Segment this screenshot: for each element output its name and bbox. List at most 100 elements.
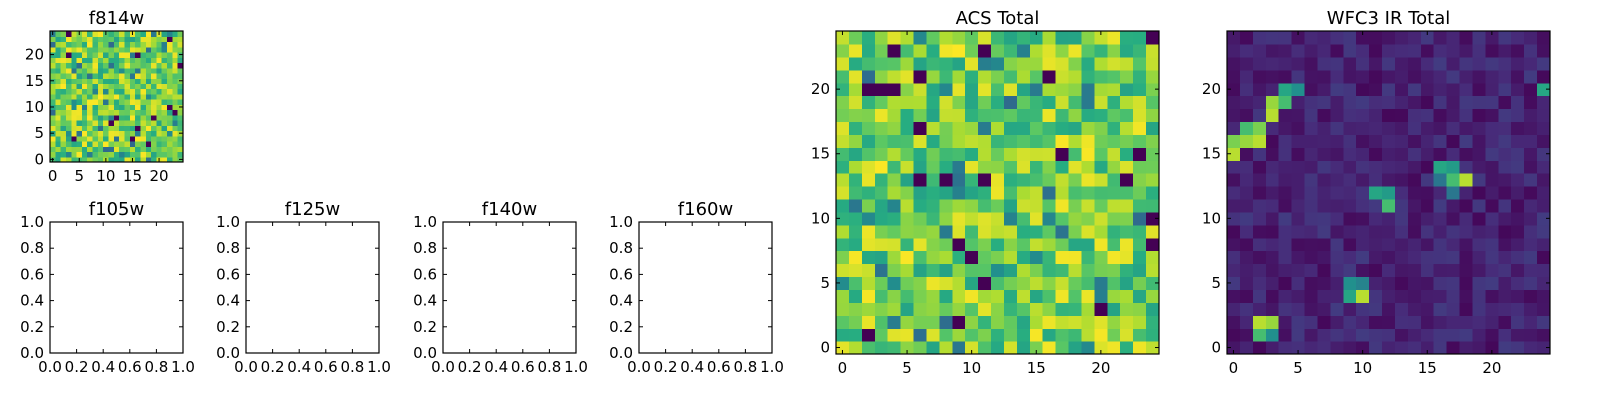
heatmap-cell [978,43,992,58]
heatmap-cell [60,151,67,158]
heatmap-cell [145,120,152,126]
heatmap-cell [861,263,876,278]
heatmap-cell [1330,121,1344,135]
heatmap-cell [1042,224,1057,239]
heatmap-cell [1003,43,1018,58]
heatmap-cell [1420,173,1435,187]
heatmap-cell [113,36,120,43]
heatmap-cell [145,156,152,163]
heatmap-cell [1356,289,1370,303]
x-tick-label: 0 [1229,359,1239,377]
heatmap-cell [76,109,83,116]
heatmap-cell [1003,237,1018,252]
heatmap-cell [978,289,992,303]
heatmap-cell [65,156,72,163]
heatmap-cell [103,93,110,100]
heatmap-cell [1382,224,1396,239]
heatmap-cell [113,83,120,90]
heatmap-cells [50,31,184,163]
heatmap-cell [1394,198,1409,213]
heatmap-cell [167,114,173,121]
heatmap-cell [76,41,83,48]
heatmap-cell [1369,82,1383,97]
heatmap-cell [1094,341,1108,355]
heatmap-cell [151,62,157,69]
heatmap-cell [1459,108,1474,123]
heatmap-cell [1356,69,1370,84]
heatmap-cell [1133,211,1147,226]
heatmap-cell [1252,224,1267,239]
heatmap-cell [151,135,157,142]
heatmap-cell [1146,302,1160,316]
heatmap-cell [1524,121,1538,135]
heatmap-cell [1042,250,1057,265]
heatmap-cell [135,120,142,126]
heatmap-cell [65,125,72,132]
heatmap-cell [1016,134,1031,148]
heatmap-cell [145,93,152,100]
heatmap-cell [887,341,902,355]
heatmap-cell [1107,108,1121,123]
heatmap-cell [1356,160,1370,174]
heatmap-cell [1278,56,1293,71]
heatmap-cell [1356,237,1370,252]
heatmap-cell [1094,224,1108,239]
heatmap-cell [1068,263,1083,278]
y-tick-label: 5 [34,124,44,142]
heatmap-cell [1146,186,1160,200]
x-tick-label: 0.0 [431,358,455,376]
heatmap-cell [1369,211,1383,226]
y-tick-label: 0.6 [413,265,437,283]
heatmap-cell [1369,160,1383,174]
heatmap-cell [135,41,142,48]
heatmap-cell [1472,108,1486,123]
heatmap-cell [87,141,94,147]
heatmap-cell [1094,276,1108,290]
heatmap-cell [65,57,72,64]
heatmap-cell [1146,315,1160,329]
heatmap-cell [135,46,142,53]
heatmap-cell [76,78,83,84]
heatmap-cell [124,78,131,84]
heatmap-cell [1394,237,1409,252]
heatmap-cell [135,114,142,121]
heatmap-cell [900,108,915,123]
heatmap-cell [1239,147,1254,161]
heatmap-cell [103,141,110,147]
x-tick-label: 1.0 [564,358,588,376]
heatmap-cell [1330,250,1344,265]
heatmap-cell [1407,95,1422,110]
heatmap-cell [1407,198,1422,213]
heatmap-cell [1485,56,1499,71]
heatmap-cell [1524,43,1538,58]
heatmap-cell [1394,69,1409,84]
heatmap-cell [1524,82,1538,97]
heatmap-cell [161,78,168,84]
heatmap-cell [76,88,83,95]
heatmap-cell [92,57,99,64]
heatmap-cell [1016,108,1031,123]
heatmap-cell [836,82,850,97]
heatmap-cell [60,135,67,142]
heatmap-cell [1472,237,1486,252]
heatmap-cell [926,134,940,148]
heatmap-cell [81,57,88,64]
heatmap-cell [135,141,142,147]
heatmap-cell [900,250,915,265]
heatmap-cell [1459,250,1474,265]
heatmap-cell [119,130,126,137]
heatmap-cell [119,104,126,111]
heatmap-cell [156,36,163,43]
heatmap-cell [55,104,62,111]
heatmap-cell [1055,31,1070,45]
heatmap-cell [836,276,850,290]
heatmap-cell [926,315,940,329]
heatmap-cell [978,186,992,200]
heatmap-cell [1278,95,1293,110]
heatmap-cell [952,263,966,278]
heatmap-cell [1120,69,1134,84]
heatmap-cell [140,36,147,43]
heatmap-cell [1369,134,1383,148]
heatmap-cell [129,114,136,121]
heatmap-cell [172,125,179,132]
